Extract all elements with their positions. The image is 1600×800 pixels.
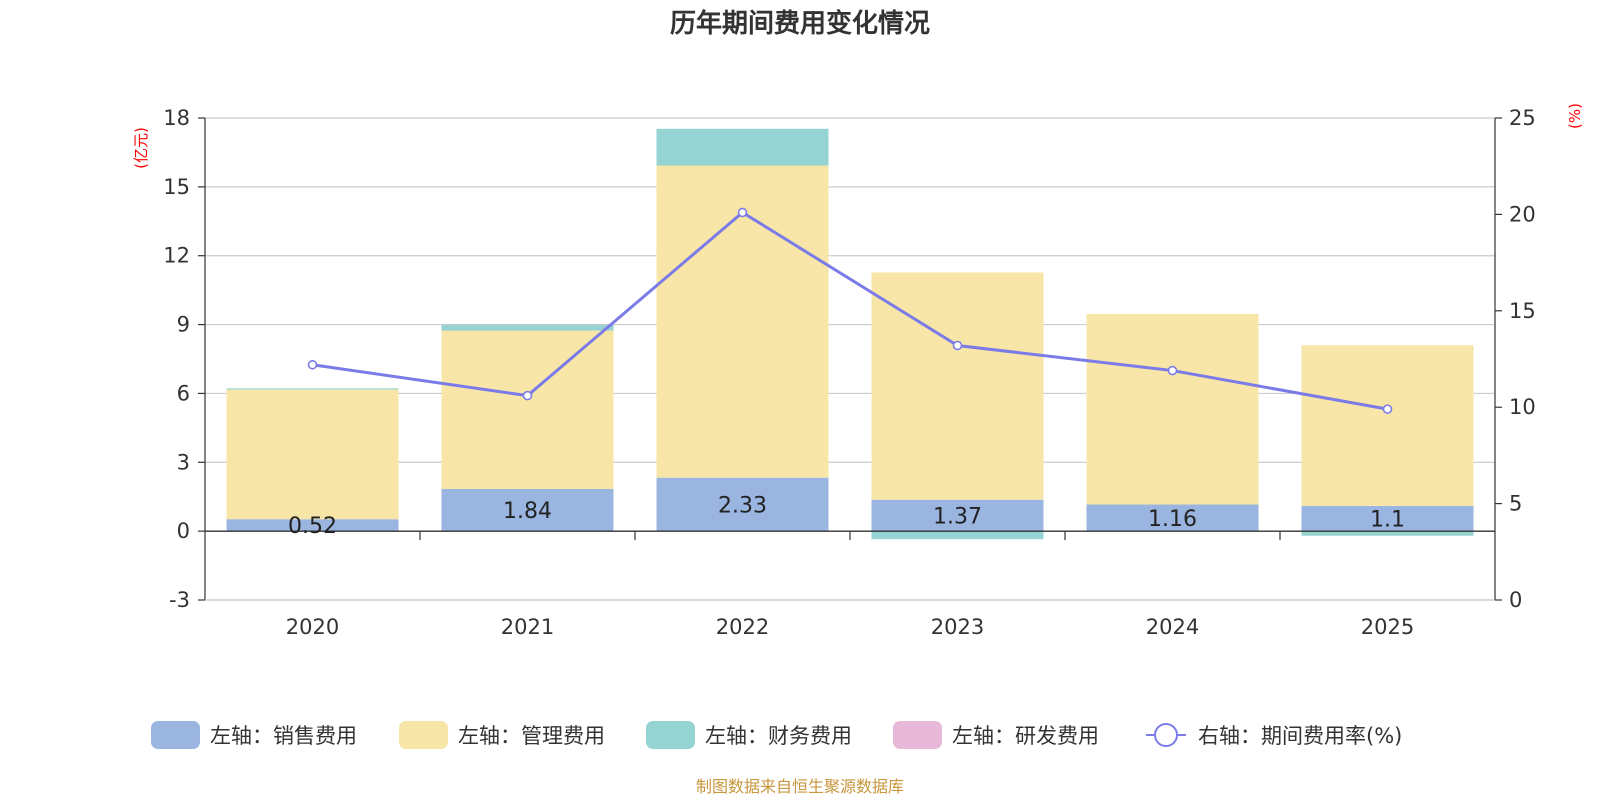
left-tick-label: 12	[163, 244, 190, 268]
left-tick-label: -3	[169, 588, 190, 612]
data-label: 0.52	[288, 514, 337, 539]
data-label: 1.84	[503, 499, 552, 524]
bar-segment	[1301, 531, 1474, 536]
bar-segment	[656, 128, 829, 166]
bar-segment	[1086, 314, 1259, 505]
bar-segment	[441, 488, 614, 532]
bar-segment	[226, 519, 399, 532]
bar-segment	[1301, 505, 1474, 532]
data-label: 1.16	[1148, 507, 1197, 532]
x-tick-label: 2022	[716, 615, 769, 639]
bar-segment	[1086, 504, 1259, 532]
rate-line	[307, 207, 1393, 414]
bar-segment	[441, 330, 614, 489]
legend-swatch	[399, 721, 448, 749]
bar-segment	[1301, 345, 1474, 506]
x-tick-label: 2024	[1146, 615, 1199, 639]
chart-title: 历年期间费用变化情况	[670, 8, 930, 39]
x-tick-label: 2025	[1361, 615, 1414, 639]
left-tick-label: 6	[177, 381, 190, 405]
x-tick-label: 2023	[931, 615, 984, 639]
data-labels: 0.52 1.84 2.33 1.37 1.16 1.1	[288, 493, 1405, 539]
right-tick-label: 20	[1509, 202, 1536, 226]
bar-segment	[226, 389, 399, 520]
bars	[226, 128, 1474, 540]
x-tick-label: 2020	[286, 615, 339, 639]
legend-swatch	[646, 721, 695, 749]
legend[interactable]: 左轴：销售费用 左轴：管理费用 左轴：财务费用 左轴：研发费用 右轴：期间费用率(%)	[151, 721, 1402, 749]
left-tick-label: 18	[163, 106, 190, 130]
axes: 18 15 12 9 6 3 0 -3 25 20 15 10 5 0 2020 2021 2022 2023 20…	[163, 106, 1535, 639]
data-source: 制图数据来自恒生聚源数据库	[696, 777, 904, 796]
right-axis-unit: (%)	[1566, 103, 1584, 129]
legend-swatch	[893, 721, 942, 749]
rate-line-path	[312, 210, 1388, 411]
left-tick-label: 3	[177, 450, 190, 474]
rate-point	[307, 359, 318, 370]
data-label: 2.33	[718, 493, 767, 518]
rate-point	[737, 207, 748, 218]
right-tick-label: 10	[1509, 395, 1536, 419]
right-tick-label: 25	[1509, 106, 1536, 130]
bar-segment	[871, 531, 1044, 540]
bar-segment	[656, 165, 829, 478]
bar-segment	[656, 477, 829, 532]
legend-label: 左轴：销售费用	[210, 724, 357, 748]
bar-segment	[226, 388, 399, 390]
right-tick-label: 15	[1509, 299, 1536, 323]
rate-point	[1382, 404, 1393, 414]
x-tick-label: 2021	[501, 615, 554, 639]
legend-label: 左轴：研发费用	[952, 724, 1099, 748]
legend-marker	[1154, 723, 1178, 747]
bar-segment	[871, 499, 1044, 532]
legend-swatch	[151, 721, 200, 749]
left-tick-label: 0	[177, 519, 190, 543]
rate-point	[522, 390, 533, 401]
data-label: 1.37	[933, 504, 982, 529]
data-label: 1.1	[1370, 508, 1405, 533]
right-tick-label: 0	[1509, 588, 1522, 612]
rate-point	[952, 340, 963, 351]
rate-point	[1167, 365, 1178, 376]
left-tick-label: 15	[163, 175, 190, 199]
legend-label: 左轴：管理费用	[458, 724, 605, 748]
bar-segment	[441, 324, 614, 331]
legend-label: 左轴：财务费用	[705, 724, 852, 748]
right-tick-label: 5	[1509, 492, 1522, 516]
left-tick-label: 9	[177, 313, 190, 337]
legend-label: 右轴：期间费用率(%)	[1198, 724, 1402, 748]
left-axis-unit: (亿元)	[132, 127, 150, 169]
